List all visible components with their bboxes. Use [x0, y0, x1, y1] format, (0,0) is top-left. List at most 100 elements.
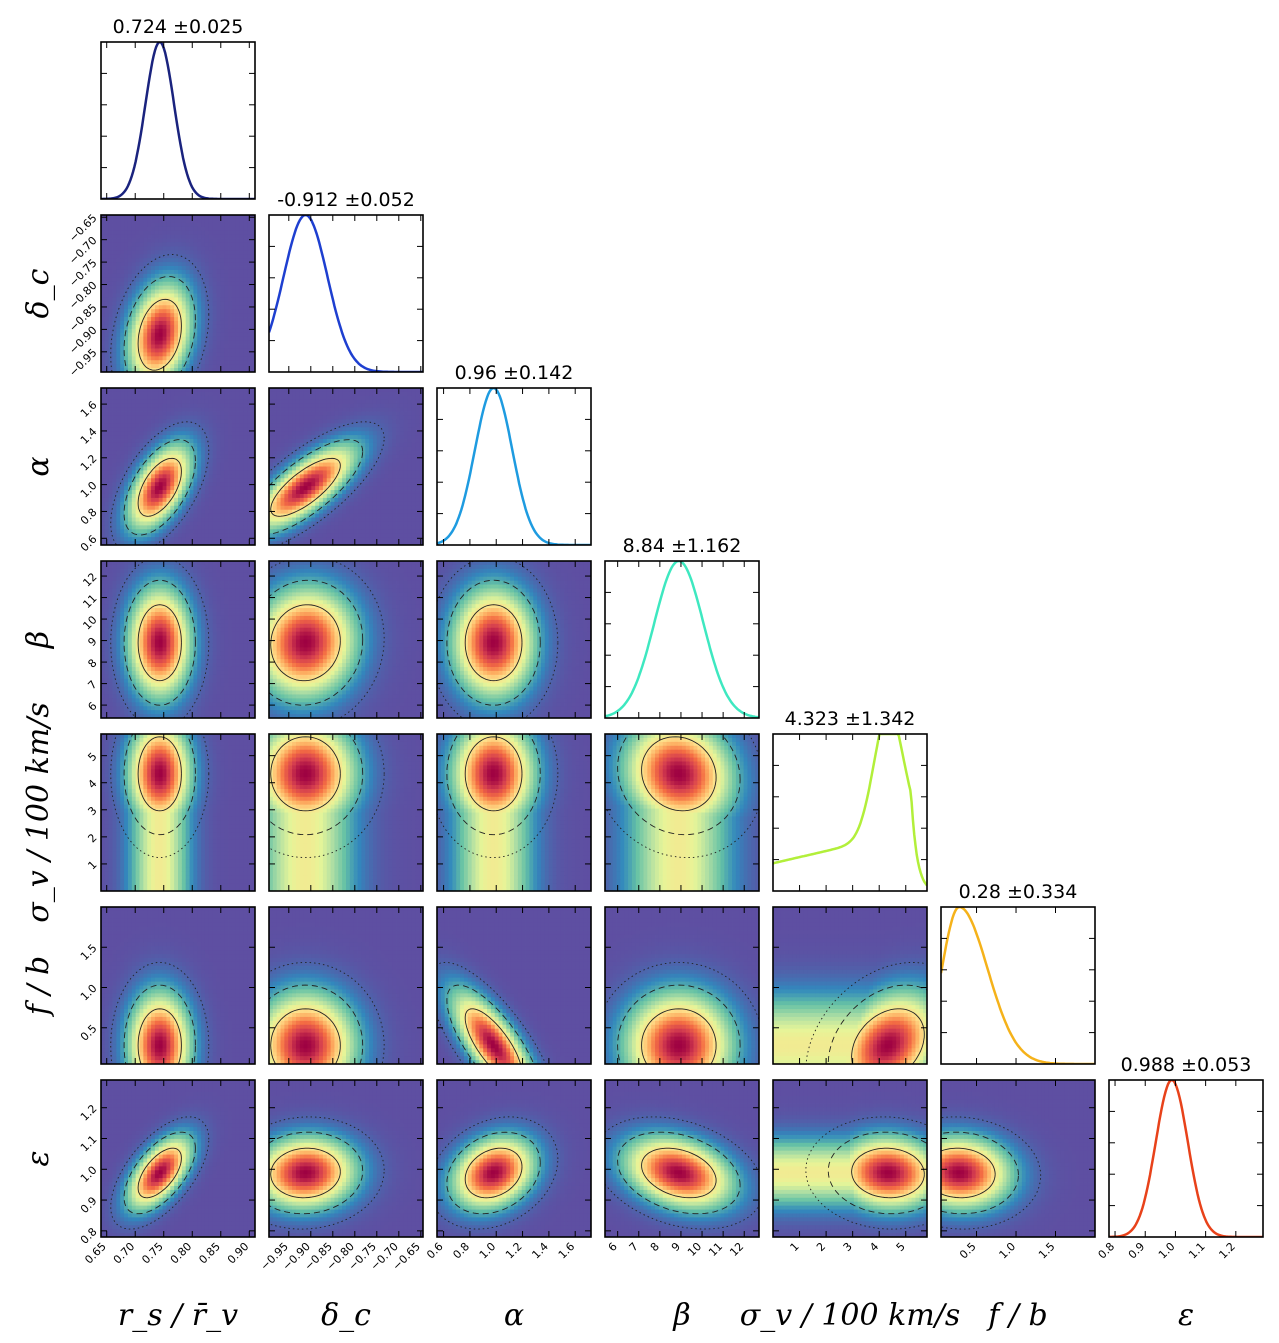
- yaxis-label-alpha: α: [21, 456, 56, 476]
- ytick-label: 1.2: [78, 1102, 100, 1124]
- hist-title-beta: 8.84 ±1.162: [623, 535, 742, 557]
- ytick-label: 1: [85, 858, 99, 872]
- contour-dotted: [269, 561, 385, 718]
- density-beta-eps: [605, 1080, 759, 1237]
- panel-frame: [436, 387, 592, 546]
- density-alpha-beta: [437, 561, 591, 718]
- xtick-label: 0.6: [424, 1240, 446, 1262]
- hist-line-dc: [269, 215, 423, 372]
- hist-background: [605, 561, 759, 718]
- xtick-label: 1.6: [556, 1240, 578, 1262]
- panel-beta-vs-eps: 6 7 8 9 10 11 12: [604, 1079, 760, 1259]
- panel-eps-hist: 0.988 ±0.053 0.8 0.9 1.0 1.1 1.2: [1096, 1054, 1264, 1262]
- xtick-label: 1.0: [1156, 1240, 1178, 1262]
- ytick-label: 0.5: [78, 1022, 100, 1044]
- panel-frame: [772, 733, 928, 892]
- density-rs-beta: [101, 561, 255, 718]
- contour-solid: [137, 736, 182, 812]
- panel-alpha-vs-fb: [436, 906, 592, 1065]
- hist-line-beta: [605, 561, 759, 718]
- contour-dashed: [446, 579, 541, 706]
- contour-dashed: [269, 1131, 364, 1215]
- density-rs-fb: [101, 907, 255, 1064]
- ytick-label: 0.9: [78, 1194, 100, 1216]
- panel-frame: [100, 733, 256, 892]
- xaxis-label-sigma: σ_v / 100 km/s: [740, 1298, 961, 1333]
- panel-frame: [604, 733, 760, 892]
- panel-frame: [100, 214, 256, 373]
- density-alpha-sigma: [437, 734, 591, 891]
- density-rs-eps: [101, 1080, 255, 1237]
- xtick-label: 5: [894, 1240, 908, 1254]
- xtick-label: 0.80: [168, 1240, 195, 1267]
- density-dc-beta: [269, 561, 423, 718]
- contour-solid: [137, 298, 182, 371]
- contour-dashed: [446, 984, 535, 1064]
- contour-solid: [137, 604, 182, 682]
- ytick-label: 7: [85, 678, 99, 692]
- panel-frame: [940, 1079, 1096, 1238]
- panel-sigma-vs-fb: [772, 906, 928, 1065]
- ytick-label: 1.6: [78, 398, 100, 420]
- panel-rs-vs-dc: −0.95−0.90−0.85−0.80−0.75−0.70−0.65: [67, 212, 256, 379]
- xtick-label: 1.2: [1216, 1240, 1238, 1262]
- contour-solid: [270, 736, 341, 812]
- xtick-label: 9: [669, 1240, 683, 1254]
- contour-dashed: [269, 439, 364, 535]
- yaxis-label-beta: β: [21, 631, 56, 649]
- xtick-label: 1.0: [997, 1240, 1019, 1262]
- panel-dc-hist: -0.912 ±0.052: [268, 189, 424, 373]
- xaxis-label-fb: f / b: [986, 1298, 1048, 1333]
- ytick-label: 0.8: [78, 506, 100, 528]
- contour-dashed: [269, 984, 364, 1064]
- contour-dashed: [123, 579, 196, 706]
- hist-background: [941, 907, 1095, 1064]
- xaxis-label-dc: δ_c: [321, 1298, 371, 1333]
- xtick-label: 12: [727, 1240, 746, 1259]
- panel-alpha-vs-sigma: [436, 733, 592, 892]
- xtick-label: 0.75: [139, 1240, 166, 1267]
- contour-solid: [941, 1147, 996, 1199]
- panel-frame: [436, 906, 592, 1065]
- yaxis-label-dc: δ_c: [21, 268, 56, 318]
- contour-dotted: [110, 961, 210, 1064]
- panel-fb-vs-eps: 0.5 1.0 1.5: [940, 1079, 1096, 1262]
- contour-dotted: [941, 1116, 1042, 1230]
- xtick-label: 1.4: [529, 1240, 551, 1262]
- contour-solid: [270, 604, 341, 682]
- panel-beta-vs-fb: [604, 906, 760, 1065]
- density-rs-sigma: [101, 734, 255, 891]
- panel-frame: [100, 387, 256, 546]
- xaxis-label-rs: r_s / r̄_v: [118, 1298, 238, 1333]
- contour-solid: [270, 1008, 341, 1064]
- hist-title-eps: 0.988 ±0.053: [1121, 1054, 1252, 1076]
- contour-dashed: [617, 984, 741, 1064]
- panel-frame: [436, 1079, 592, 1238]
- yaxis-label-fb: f / b: [21, 956, 56, 1018]
- panel-fb-hist: 0.28 ±0.334: [940, 881, 1096, 1065]
- ytick-label: 1.1: [78, 1133, 100, 1155]
- contour-dashed: [269, 579, 364, 706]
- panel-frame: [772, 906, 928, 1065]
- xaxis-label-alpha: α: [504, 1298, 524, 1333]
- contour-dashed: [123, 734, 196, 836]
- panel-frame: [268, 214, 424, 373]
- panel-frame: [772, 1079, 928, 1238]
- panel-dc-vs-eps: −0.95−0.90−0.85−0.80−0.75−0.70−0.65: [258, 1079, 424, 1273]
- panel-beta-vs-sigma: [604, 733, 760, 892]
- xtick-label: 0.8: [1096, 1240, 1118, 1262]
- panel-beta-hist: 8.84 ±1.162: [604, 535, 760, 719]
- contour-dashed: [617, 734, 741, 836]
- panel-alpha-hist: 0.96 ±0.142: [436, 362, 592, 546]
- panel-frame: [436, 560, 592, 719]
- xtick-label: 6: [606, 1240, 620, 1254]
- contour-solid: [137, 1008, 182, 1064]
- panel-dc-vs-sigma: [268, 733, 424, 892]
- contour-dotted: [437, 1116, 559, 1230]
- contour-solid: [464, 1147, 523, 1199]
- panel-frame: [268, 387, 424, 546]
- contour-solid: [137, 1147, 182, 1199]
- xtick-label: 0.5: [957, 1240, 979, 1262]
- contour-solid: [137, 457, 182, 517]
